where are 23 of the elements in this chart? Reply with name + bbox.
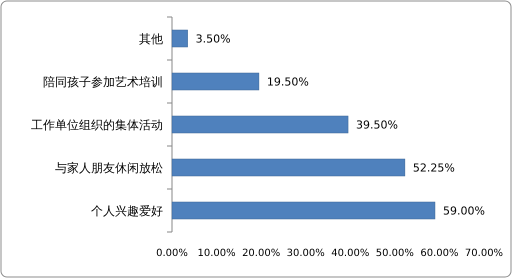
x-tick-label: 50.00% [376,248,414,259]
x-tick-label: 30.00% [286,248,325,259]
x-tick-label: 60.00% [420,248,458,259]
bar [172,30,188,48]
y-tick-label: 工作单位组织的集体活动 [31,118,163,132]
y-tick-label: 个人兴趣爱好 [91,204,163,218]
bar [172,116,348,134]
bar [172,158,406,176]
y-tick-label: 陪同孩子参加艺术培训 [43,75,163,89]
y-tick-label: 其他 [139,32,163,46]
x-tick-label: 20.00% [242,248,280,259]
data-label: 52.25% [412,162,455,174]
y-tick-label: 与家人朋友休闲放松 [55,161,163,175]
x-tick-label: 70.00% [464,248,504,259]
data-label: 19.50% [266,76,309,88]
x-tick-label: 40.00% [331,248,370,259]
data-label: 3.50% [196,32,231,46]
data-label: 59.00% [442,204,485,218]
bar [172,72,260,90]
x-tick-label: 0.00% [156,248,188,259]
data-label: 39.50% [356,118,398,132]
bar [172,202,436,220]
x-tick-label: 10.00% [198,248,236,259]
